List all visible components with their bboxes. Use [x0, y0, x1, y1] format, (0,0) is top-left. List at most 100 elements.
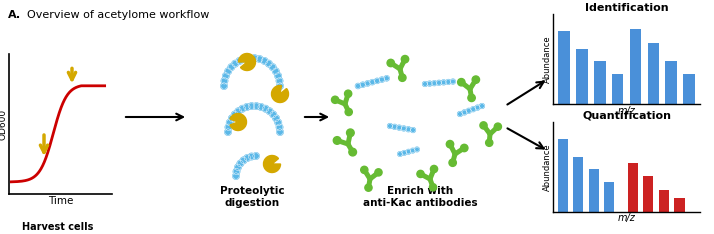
- Circle shape: [370, 80, 375, 85]
- Bar: [643, 176, 653, 212]
- Circle shape: [269, 64, 276, 70]
- Circle shape: [468, 94, 476, 102]
- Circle shape: [345, 108, 352, 116]
- Text: Overview of acetylome workflow: Overview of acetylome workflow: [20, 10, 209, 20]
- Circle shape: [417, 170, 424, 178]
- Circle shape: [226, 119, 233, 126]
- Title: Identification: Identification: [585, 3, 668, 13]
- Circle shape: [233, 168, 240, 175]
- Circle shape: [423, 82, 428, 86]
- Circle shape: [233, 173, 239, 179]
- Circle shape: [273, 115, 279, 121]
- Circle shape: [458, 112, 463, 116]
- Circle shape: [261, 58, 268, 64]
- Circle shape: [232, 60, 238, 67]
- Circle shape: [415, 147, 419, 152]
- Circle shape: [346, 129, 354, 137]
- Text: Enrich with
anti-Kac antibodies: Enrich with anti-Kac antibodies: [363, 186, 478, 208]
- Bar: [576, 49, 588, 104]
- Circle shape: [397, 125, 401, 130]
- Circle shape: [471, 107, 476, 112]
- Circle shape: [225, 129, 231, 135]
- Bar: [683, 74, 695, 104]
- Circle shape: [458, 79, 465, 86]
- Circle shape: [392, 124, 397, 129]
- Bar: [573, 157, 583, 212]
- Bar: [665, 61, 677, 104]
- Bar: [558, 139, 568, 212]
- Circle shape: [406, 150, 411, 154]
- Circle shape: [258, 104, 264, 110]
- Circle shape: [253, 103, 260, 109]
- Circle shape: [480, 104, 484, 108]
- Circle shape: [246, 55, 253, 61]
- Circle shape: [486, 139, 493, 146]
- Bar: [630, 29, 641, 104]
- Circle shape: [221, 83, 227, 89]
- Circle shape: [361, 166, 368, 173]
- Circle shape: [225, 68, 231, 74]
- Wedge shape: [263, 156, 281, 172]
- X-axis label: m/z: m/z: [618, 106, 635, 116]
- Circle shape: [406, 127, 411, 132]
- Circle shape: [441, 80, 446, 85]
- Circle shape: [248, 103, 255, 109]
- Circle shape: [402, 151, 406, 155]
- X-axis label: Time: Time: [48, 196, 73, 206]
- Y-axis label: Abundance: Abundance: [543, 35, 552, 83]
- Circle shape: [253, 153, 259, 159]
- Circle shape: [411, 128, 416, 132]
- Text: A.: A.: [8, 10, 21, 20]
- Bar: [589, 169, 599, 212]
- Wedge shape: [238, 54, 256, 70]
- Circle shape: [365, 81, 370, 86]
- Circle shape: [221, 78, 228, 84]
- Circle shape: [436, 80, 441, 85]
- Circle shape: [235, 164, 241, 171]
- Circle shape: [266, 108, 273, 114]
- Circle shape: [251, 55, 258, 61]
- Text: Harvest cells: Harvest cells: [22, 222, 94, 232]
- Circle shape: [223, 73, 229, 79]
- Circle shape: [411, 148, 415, 153]
- Circle shape: [388, 124, 393, 128]
- Circle shape: [349, 148, 356, 156]
- X-axis label: m/z: m/z: [618, 213, 635, 223]
- Circle shape: [333, 137, 341, 144]
- Circle shape: [375, 169, 382, 176]
- Circle shape: [356, 84, 361, 88]
- Circle shape: [345, 90, 352, 97]
- Bar: [558, 31, 570, 104]
- Circle shape: [480, 122, 487, 129]
- Circle shape: [398, 74, 406, 81]
- Circle shape: [273, 68, 279, 74]
- Bar: [675, 198, 685, 212]
- Circle shape: [270, 111, 276, 118]
- Wedge shape: [230, 113, 246, 131]
- Circle shape: [462, 110, 467, 115]
- Circle shape: [429, 184, 436, 191]
- Title: Quantification: Quantification: [582, 111, 671, 121]
- Circle shape: [228, 115, 235, 121]
- Circle shape: [262, 106, 268, 112]
- Circle shape: [384, 76, 389, 81]
- Circle shape: [241, 157, 247, 164]
- Circle shape: [446, 80, 451, 84]
- Circle shape: [277, 83, 283, 89]
- Circle shape: [398, 152, 402, 156]
- Bar: [628, 163, 638, 212]
- Circle shape: [446, 140, 453, 148]
- Circle shape: [248, 153, 255, 160]
- Circle shape: [375, 78, 380, 83]
- Circle shape: [239, 106, 246, 112]
- Circle shape: [275, 73, 281, 79]
- Circle shape: [235, 108, 241, 114]
- Circle shape: [243, 104, 250, 110]
- Y-axis label: Abundance: Abundance: [543, 143, 552, 190]
- Circle shape: [361, 82, 366, 87]
- Circle shape: [276, 78, 283, 84]
- Circle shape: [256, 56, 263, 62]
- Y-axis label: OD600: OD600: [0, 108, 7, 140]
- Circle shape: [432, 81, 437, 86]
- Circle shape: [331, 96, 338, 103]
